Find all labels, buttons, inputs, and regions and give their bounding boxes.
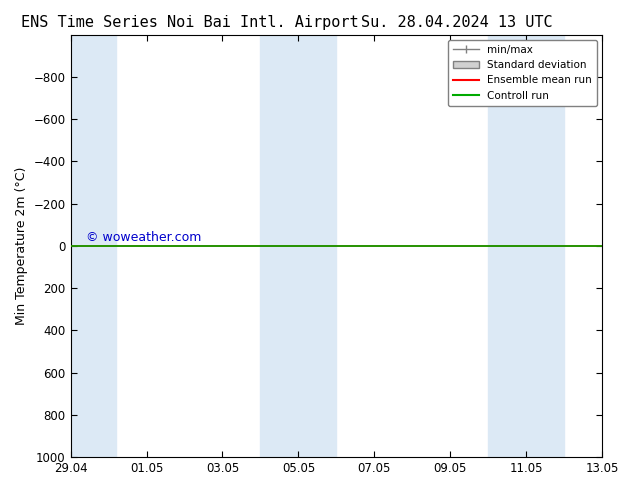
Text: Su. 28.04.2024 13 UTC: Su. 28.04.2024 13 UTC	[361, 15, 552, 30]
Y-axis label: Min Temperature 2m (°C): Min Temperature 2m (°C)	[15, 167, 28, 325]
Bar	[488, 35, 564, 457]
Text: ENS Time Series Noi Bai Intl. Airport: ENS Time Series Noi Bai Intl. Airport	[22, 15, 359, 30]
Text: © woweather.com: © woweather.com	[86, 231, 202, 244]
Bar	[70, 35, 116, 457]
Bar	[261, 35, 337, 457]
Legend: min/max, Standard deviation, Ensemble mean run, Controll run: min/max, Standard deviation, Ensemble me…	[448, 40, 597, 106]
